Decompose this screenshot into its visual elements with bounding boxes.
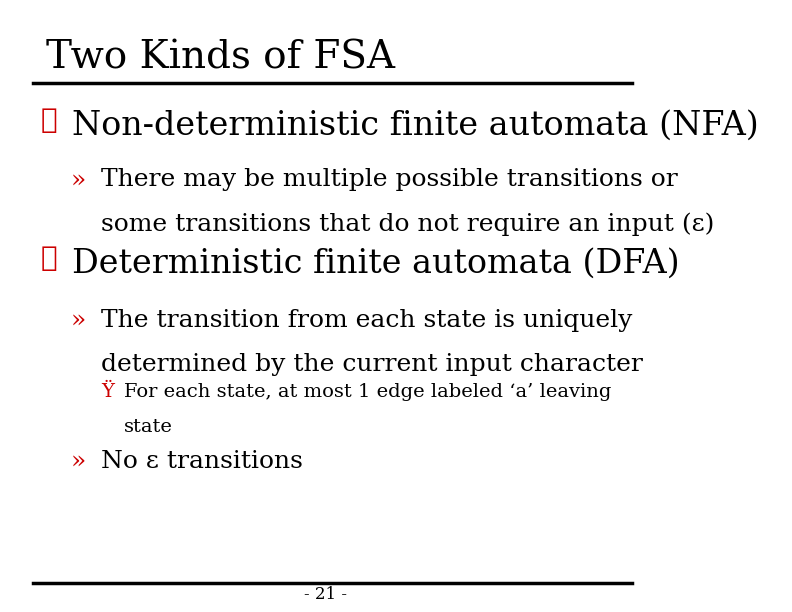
- Text: Deterministic finite automata (DFA): Deterministic finite automata (DFA): [71, 248, 680, 280]
- Text: - 21 -: - 21 -: [304, 586, 347, 603]
- Text: state: state: [124, 418, 173, 436]
- Text: For each state, at most 1 edge labeled ‘a’ leaving: For each state, at most 1 edge labeled ‘…: [124, 382, 611, 400]
- Text: »: »: [70, 450, 86, 473]
- Text: some transitions that do not require an input (ε): some transitions that do not require an …: [101, 212, 714, 236]
- Text: determined by the current input character: determined by the current input characte…: [101, 353, 643, 376]
- Text: »: »: [70, 168, 86, 192]
- Text: ❖: ❖: [40, 107, 57, 134]
- Text: The transition from each state is uniquely: The transition from each state is unique…: [101, 309, 632, 332]
- Text: Non-deterministic finite automata (NFA): Non-deterministic finite automata (NFA): [71, 110, 759, 142]
- Text: »: »: [70, 309, 86, 332]
- Text: No ε transitions: No ε transitions: [101, 450, 303, 473]
- Text: ❖: ❖: [40, 245, 57, 272]
- Text: There may be multiple possible transitions or: There may be multiple possible transitio…: [101, 168, 678, 192]
- Text: Two Kinds of FSA: Two Kinds of FSA: [46, 40, 394, 76]
- Text: Ÿ: Ÿ: [101, 382, 114, 400]
